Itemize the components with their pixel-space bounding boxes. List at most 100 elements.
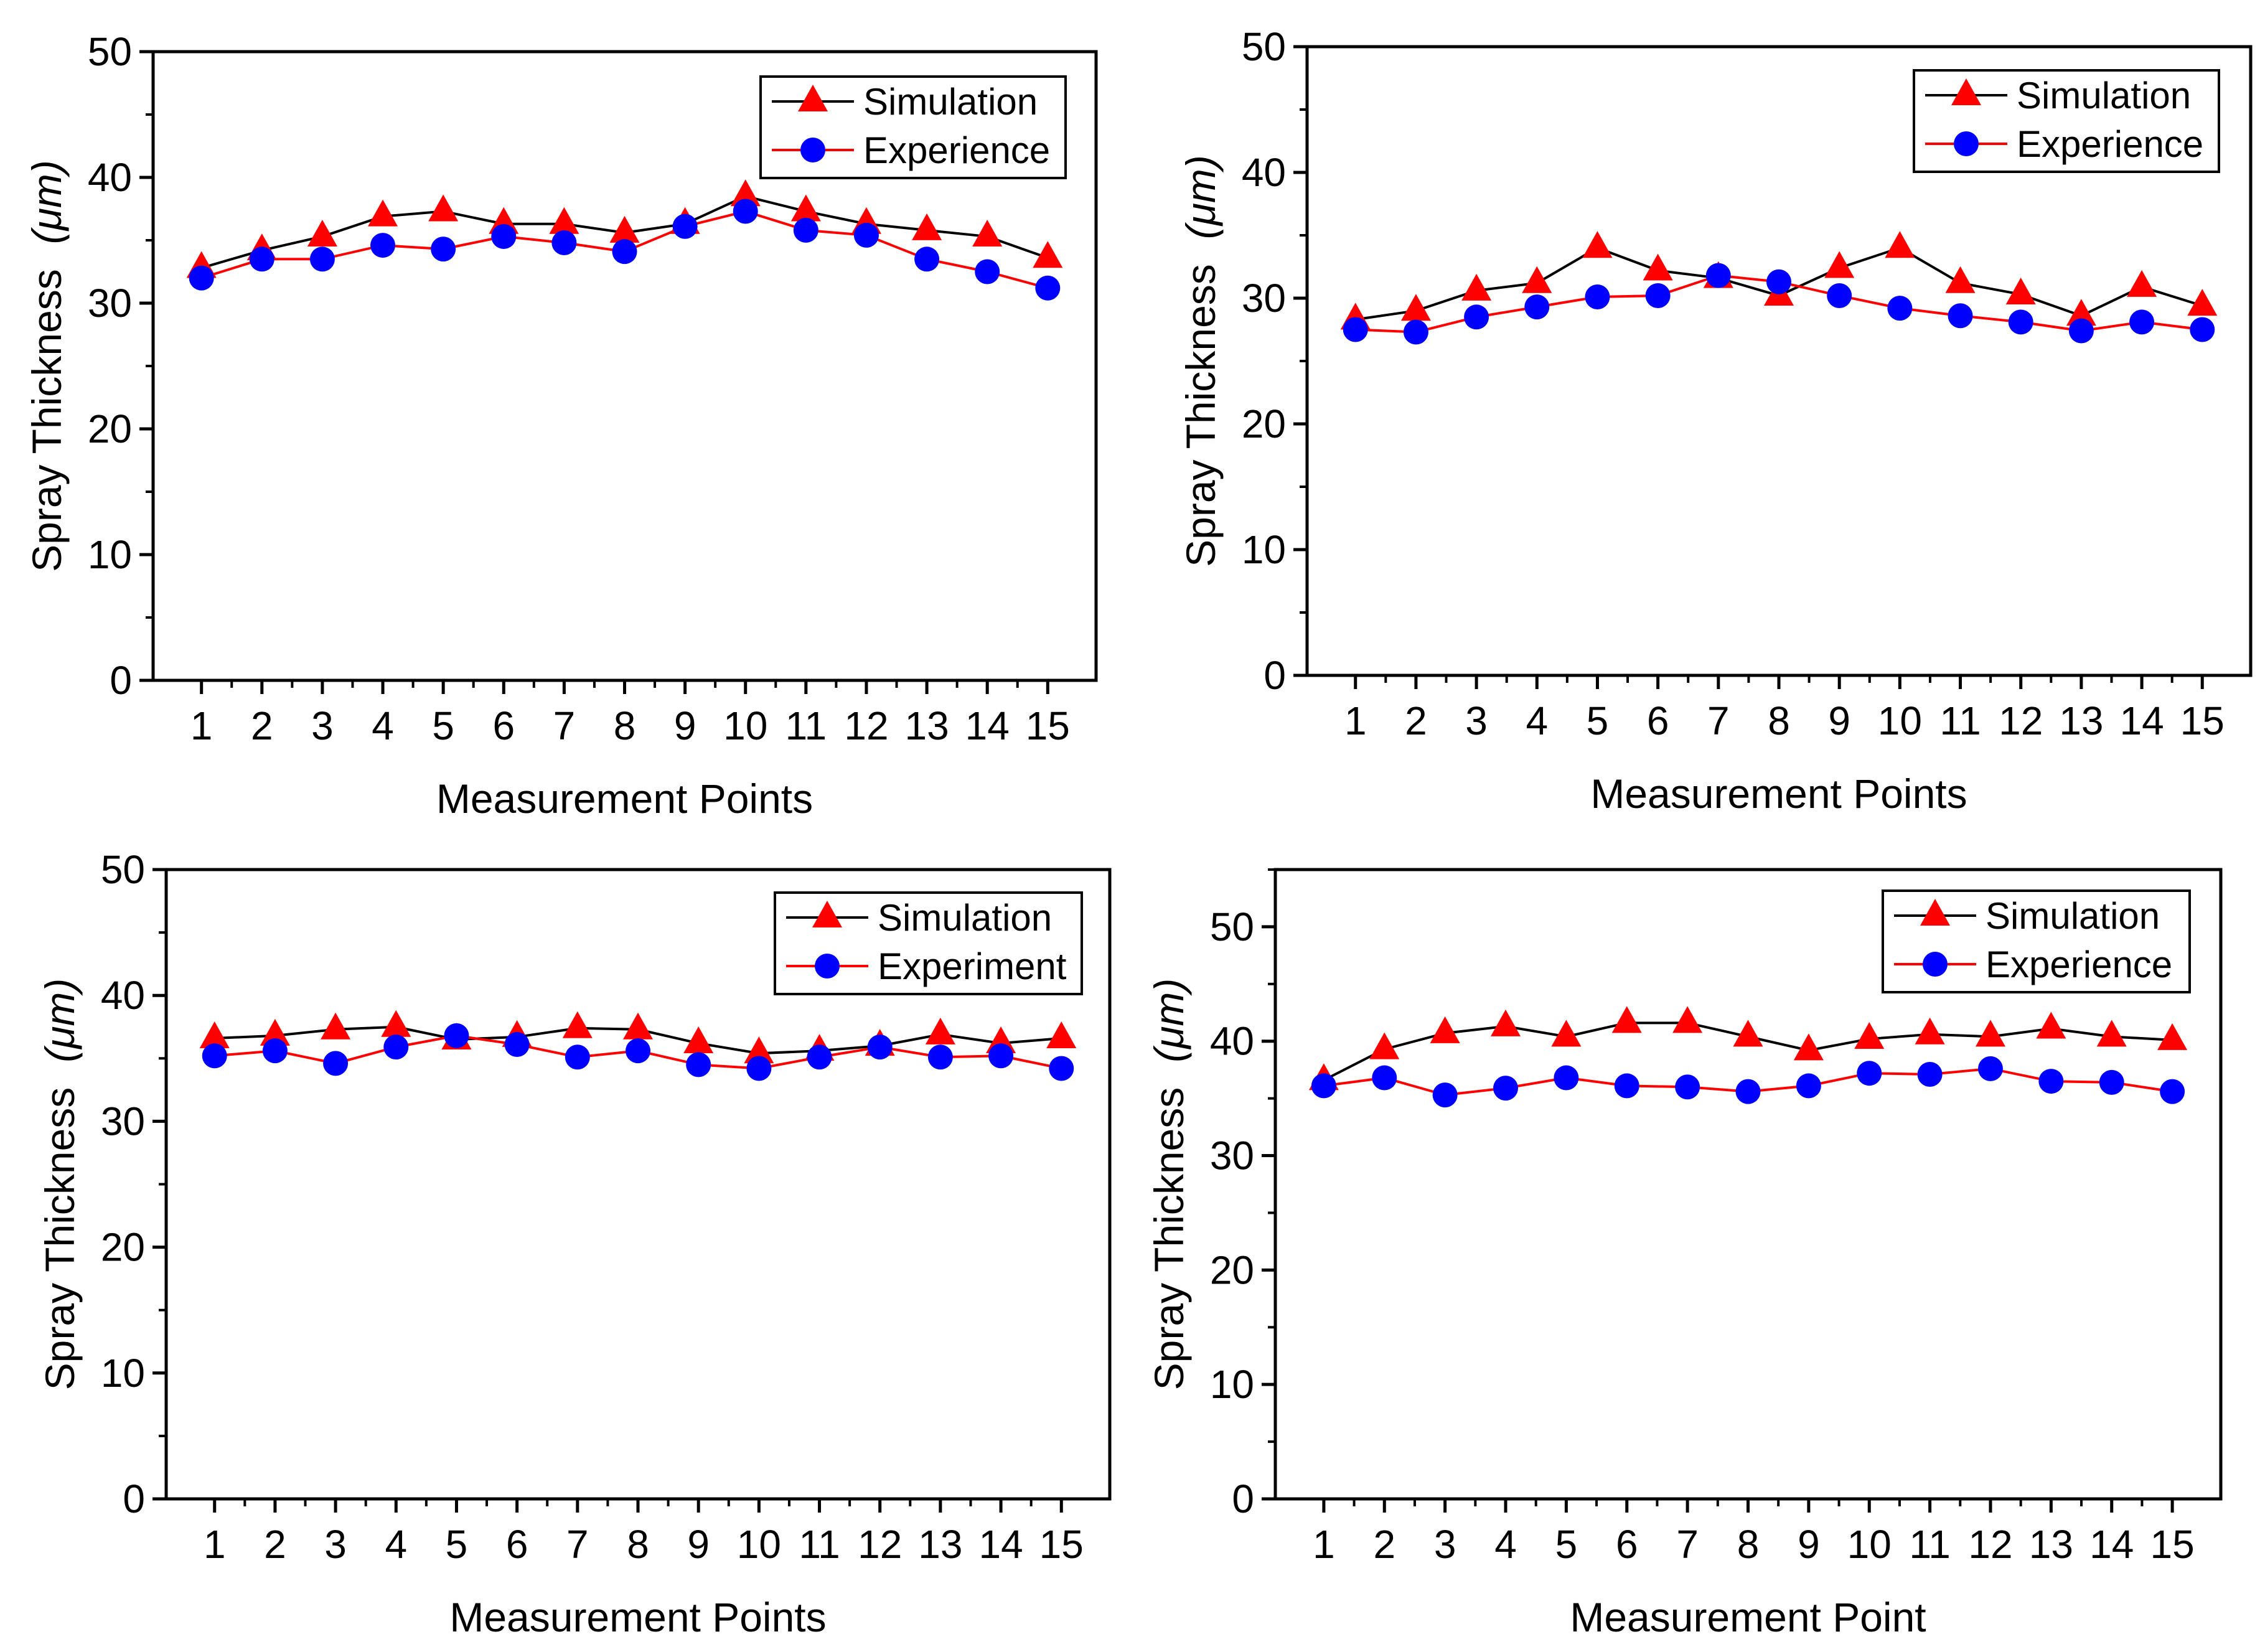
legend-marker-circle: [800, 138, 825, 162]
data-point-triangle: [1400, 294, 1431, 321]
data-point-triangle: [1551, 1020, 1582, 1047]
data-point-triangle: [2127, 270, 2157, 297]
data-point-circle: [491, 223, 517, 249]
data-point-circle: [370, 233, 396, 258]
x-tick-label: 9: [1798, 1522, 1820, 1567]
x-tick-label: 15: [1039, 1522, 1084, 1567]
x-tick-label: 4: [385, 1522, 407, 1567]
x-tick-label: 4: [1526, 698, 1548, 743]
data-point-circle: [1614, 1073, 1639, 1099]
data-point-triangle: [549, 207, 579, 234]
data-point-circle: [2160, 1079, 2185, 1104]
data-point-circle: [2008, 309, 2033, 335]
x-tick-label: 10: [1847, 1522, 1892, 1567]
y-tick-label: 40: [1210, 1019, 1254, 1064]
x-tick-label: 12: [1968, 1522, 2012, 1567]
x-tick-label: 2: [1373, 1522, 1395, 1567]
data-point-circle: [2068, 318, 2094, 344]
data-point-circle: [988, 1043, 1014, 1069]
x-tick-label: 13: [918, 1522, 962, 1567]
x-tick-label: 11: [799, 1522, 840, 1567]
data-point-triangle: [1643, 253, 1673, 281]
data-point-circle: [807, 1044, 832, 1070]
x-tick-label: 3: [1434, 1522, 1456, 1567]
y-tick-label: 30: [1242, 276, 1286, 321]
data-point-triangle: [2036, 1011, 2066, 1039]
x-tick-label: 3: [1465, 698, 1488, 743]
series-experience: [189, 199, 1061, 301]
y-tick-label: 50: [1242, 24, 1286, 69]
legend-label: Experience: [1986, 944, 2172, 985]
data-point-triangle: [1672, 1006, 1703, 1033]
data-point-circle: [565, 1044, 590, 1070]
y-tick-label: 20: [1210, 1247, 1254, 1292]
y-axis-title-text: Spray Thickness: [24, 269, 70, 572]
x-tick-label: 10: [737, 1522, 781, 1567]
x-tick-label: 5: [446, 1522, 468, 1567]
data-point-triangle: [683, 1026, 714, 1054]
data-point-circle: [2038, 1069, 2064, 1094]
x-tick-label: 8: [1737, 1522, 1760, 1567]
x-tick-label: 8: [627, 1522, 649, 1567]
data-point-circle: [551, 230, 577, 256]
legend-marker-circle: [1923, 952, 1948, 977]
data-point-triangle: [2066, 299, 2096, 326]
x-tick-label: 6: [1616, 1522, 1638, 1567]
series-experience: [1343, 263, 2215, 345]
y-tick-label: 10: [1210, 1362, 1254, 1407]
data-point-circle: [1432, 1082, 1458, 1108]
y-tick-label: 0: [123, 1476, 145, 1521]
data-point-circle: [733, 199, 758, 224]
y-axis-title-unit: (μm): [37, 979, 83, 1063]
data-point-triangle: [1885, 231, 1915, 258]
data-point-circle: [1524, 294, 1550, 320]
data-point-circle: [1343, 317, 1368, 342]
x-tick-label: 12: [858, 1522, 902, 1567]
x-tick-label: 7: [1676, 1522, 1699, 1567]
data-point-circle: [975, 259, 1000, 284]
legend: Simulation Experiment: [774, 891, 1083, 995]
y-tick-label: 20: [88, 406, 132, 451]
x-tick-label: 14: [2089, 1522, 2134, 1567]
data-point-triangle: [1491, 1009, 1521, 1036]
data-point-circle: [262, 1038, 288, 1064]
y-tick-label: 40: [101, 973, 145, 1018]
data-point-triangle: [744, 1036, 774, 1064]
x-tick-label: 15: [1026, 703, 1070, 748]
data-point-triangle: [260, 1018, 290, 1046]
y-axis-title: Spray Thickness (μm): [1146, 979, 1192, 1391]
data-point-triangle: [1582, 231, 1613, 258]
data-point-circle: [1857, 1061, 1882, 1086]
data-point-circle: [1493, 1076, 1519, 1101]
data-point-circle: [867, 1035, 893, 1060]
legend-marker-circle: [1954, 131, 1979, 156]
legend-marker-triangle: [1951, 78, 1981, 105]
x-tick-label: 11: [1939, 698, 1981, 743]
data-point-circle: [1948, 303, 1973, 329]
y-axis-title-text: Spray Thickness: [37, 1087, 83, 1391]
data-point-triangle: [1945, 266, 1976, 293]
data-point-circle: [1917, 1062, 1943, 1087]
data-point-circle: [1311, 1073, 1336, 1099]
data-point-circle: [1403, 319, 1428, 345]
data-point-triangle: [925, 1017, 955, 1044]
data-point-triangle: [1611, 1006, 1642, 1033]
data-point-circle: [1796, 1073, 1821, 1099]
series-simulation: [1308, 1006, 2188, 1091]
data-point-triangle: [730, 179, 761, 207]
data-point-triangle: [1522, 266, 1552, 293]
legend-label: Simulation: [2017, 75, 2191, 116]
data-point-circle: [1035, 275, 1061, 301]
x-tick-label: 7: [553, 703, 576, 748]
x-tick-label: 6: [492, 703, 515, 748]
data-point-circle: [309, 246, 335, 272]
y-tick-label: 20: [101, 1225, 145, 1270]
y-axis-title-unit: (μm): [1146, 979, 1192, 1063]
data-point-circle: [1372, 1065, 1397, 1091]
y-tick-label: 0: [1232, 1476, 1254, 1521]
x-tick-label: 2: [251, 703, 273, 748]
data-point-triangle: [609, 215, 640, 243]
